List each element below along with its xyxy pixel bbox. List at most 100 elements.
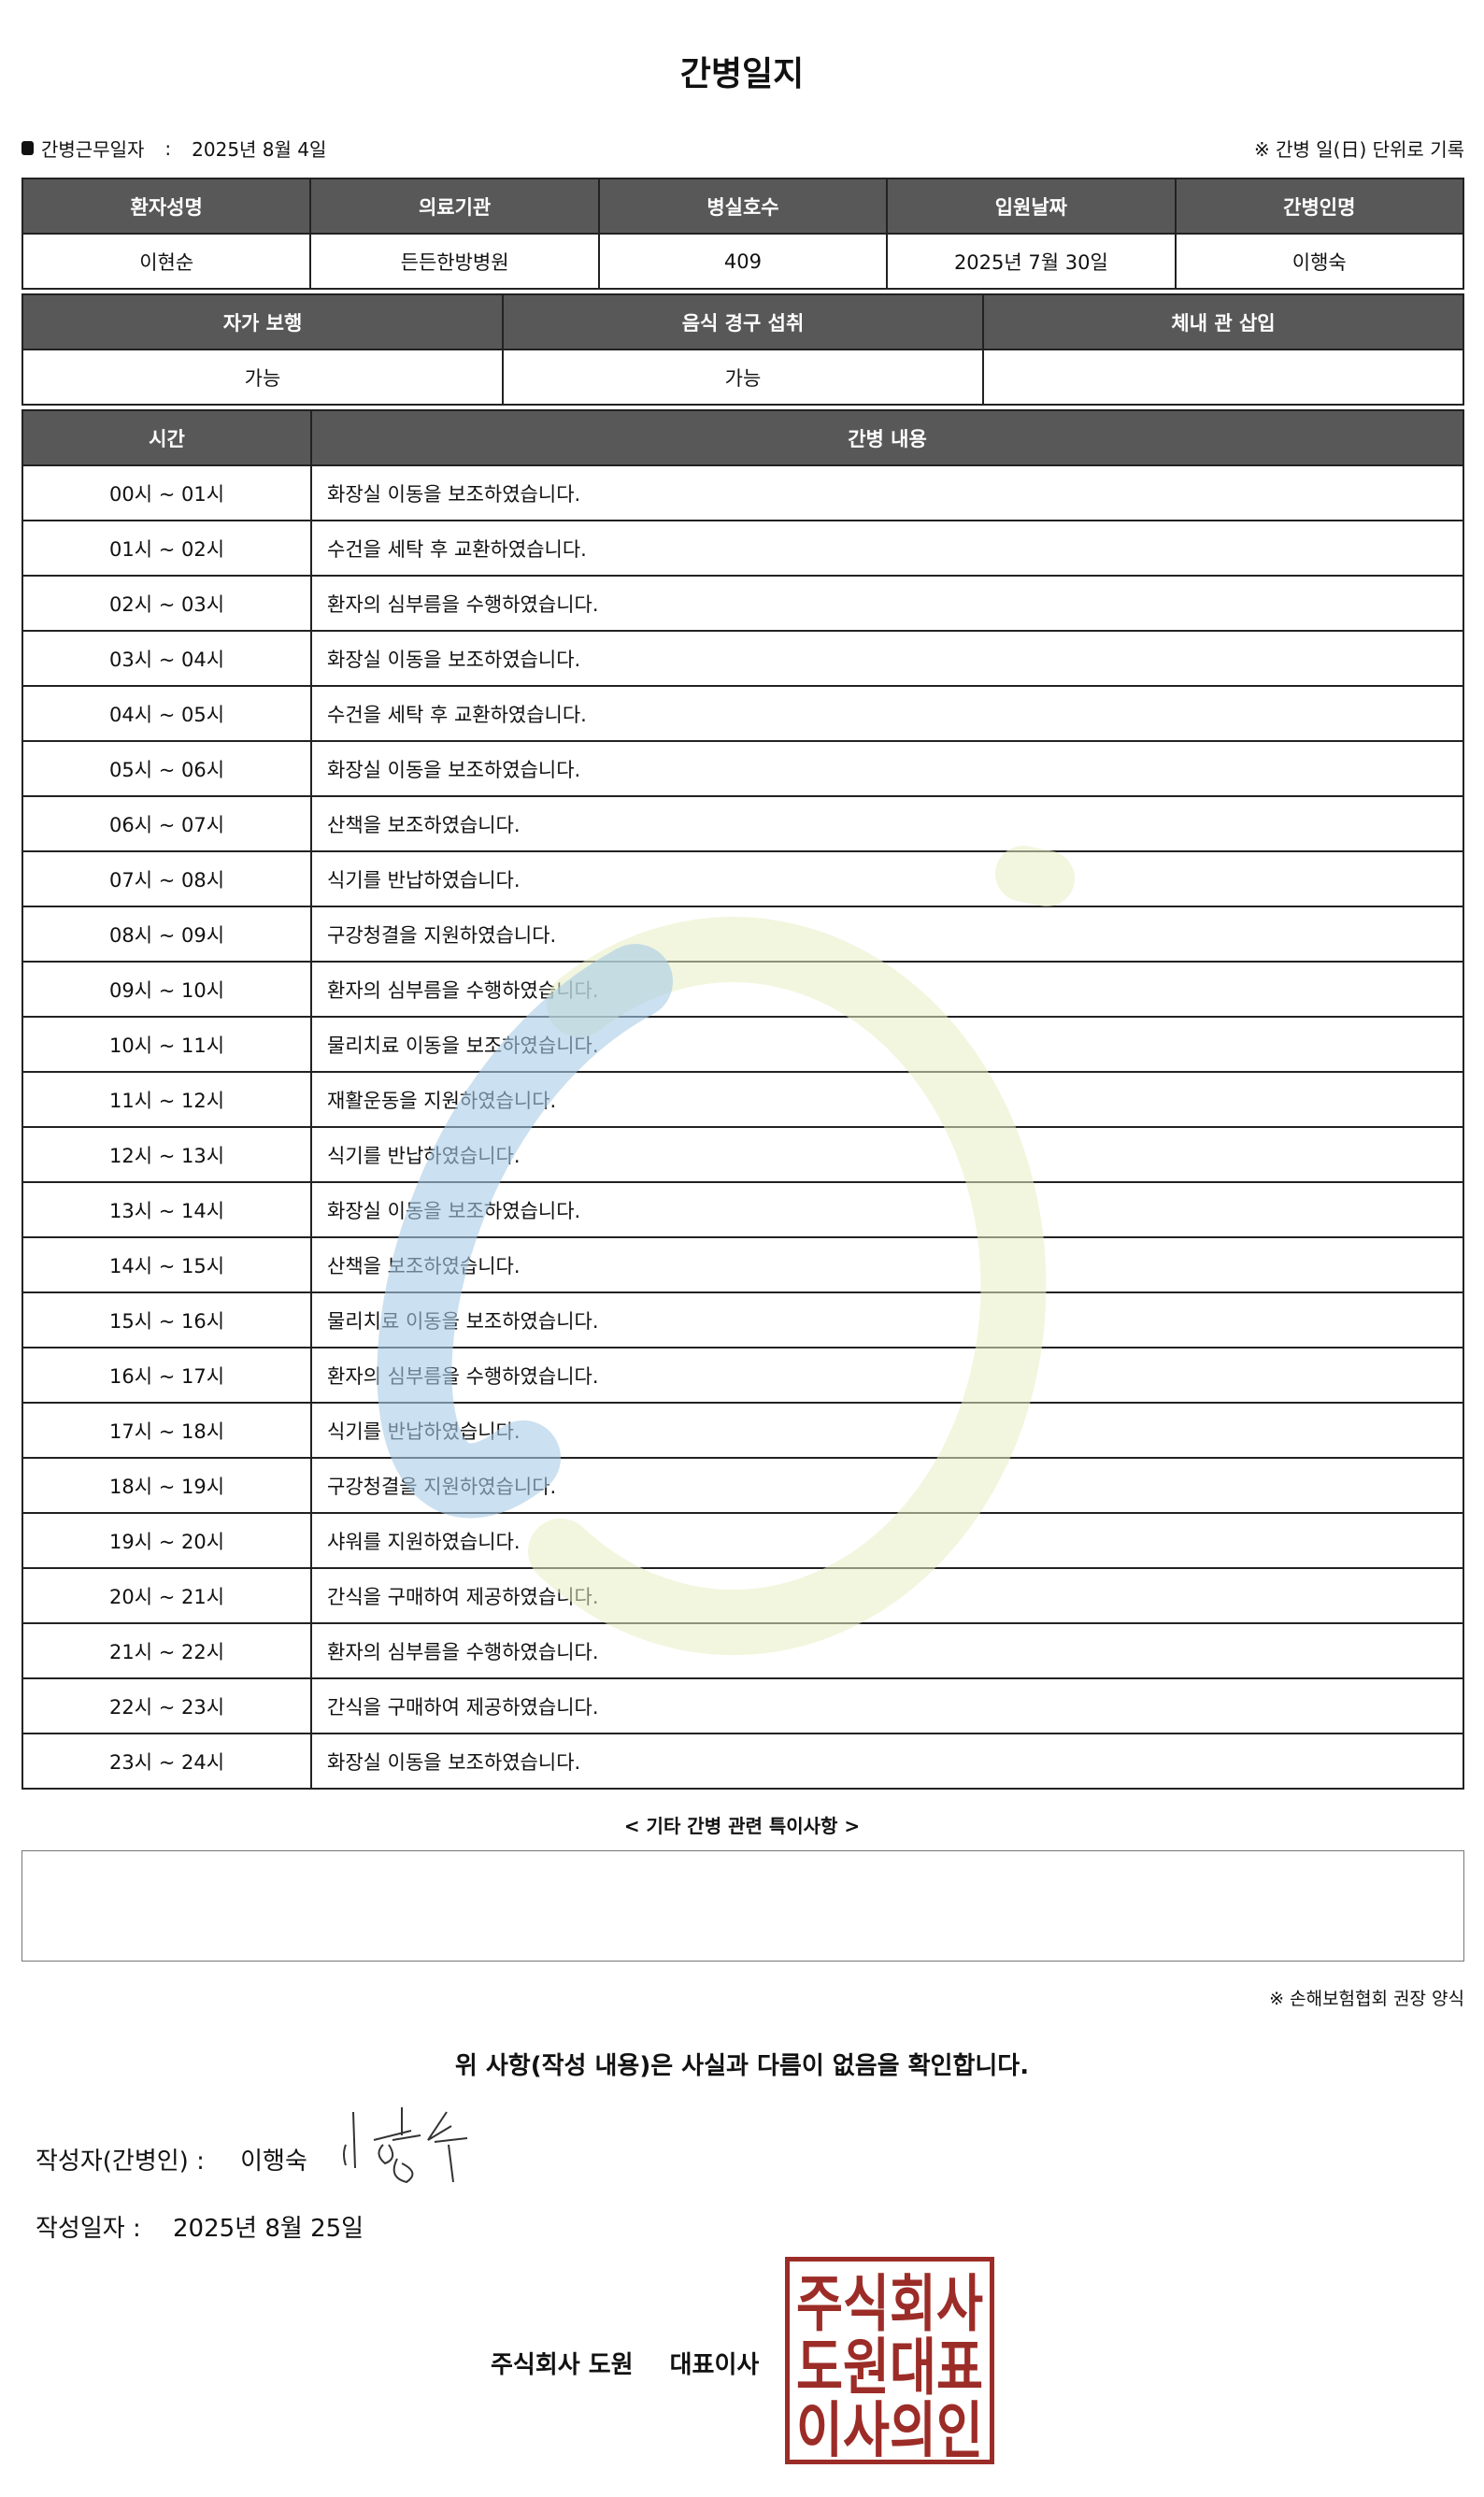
company-seal-stamp: 주식회사 도원대표 이사의인 <box>785 2257 994 2464</box>
log-row: 10시 ~ 11시 물리치료 이동을 보조하였습니다. <box>21 1016 1464 1073</box>
svg-text:이사의인: 이사의인 <box>796 2395 983 2457</box>
log-content: 환자의 심부름을 수행하였습니다. <box>310 1347 1464 1404</box>
log-content: 식기를 반납하였습니다. <box>310 850 1464 907</box>
remarks-box <box>21 1850 1464 1962</box>
header-tube: 체내 관 삽입 <box>982 293 1464 350</box>
log-row: 14시 ~ 15시 산책을 보조하였습니다. <box>21 1236 1464 1293</box>
log-time: 23시 ~ 24시 <box>21 1733 312 1790</box>
log-content: 물리치료 이동을 보조하였습니다. <box>310 1291 1464 1348</box>
log-row: 00시 ~ 01시 화장실 이동을 보조하였습니다. <box>21 464 1464 521</box>
log-time: 22시 ~ 23시 <box>21 1677 312 1734</box>
hospital: 든든한방병원 <box>309 233 600 290</box>
company-role: 대표이사 <box>669 2351 760 2379</box>
log-time: 05시 ~ 06시 <box>21 740 312 797</box>
log-content: 구강청결을 지원하였습니다. <box>310 906 1464 963</box>
log-time: 09시 ~ 10시 <box>21 961 312 1018</box>
log-content: 화장실 이동을 보조하였습니다. <box>310 630 1464 687</box>
log-row: 02시 ~ 03시 환자의 심부름을 수행하였습니다. <box>21 575 1464 632</box>
writer-name: 이행숙 <box>240 2147 307 2176</box>
log-time: 15시 ~ 16시 <box>21 1291 312 1348</box>
log-content: 산책을 보조하였습니다. <box>310 795 1464 852</box>
header-admission-date: 입원날짜 <box>886 178 1177 235</box>
log-row: 13시 ~ 14시 화장실 이동을 보조하였습니다. <box>21 1181 1464 1238</box>
log-row: 17시 ~ 18시 식기를 반납하였습니다. <box>21 1402 1464 1459</box>
header-care-content: 간병 내용 <box>310 409 1464 466</box>
log-row: 22시 ~ 23시 간식을 구매하여 제공하였습니다. <box>21 1677 1464 1734</box>
log-time: 03시 ~ 04시 <box>21 630 312 687</box>
log-row: 08시 ~ 09시 구강청결을 지원하였습니다. <box>21 906 1464 963</box>
care-log-table: 시간 간병 내용 00시 ~ 01시 화장실 이동을 보조하였습니다. 01시 ~ … <box>21 409 1464 1790</box>
form-source-note: ※ 손해보험협회 권장 양식 <box>1269 1989 1464 2009</box>
log-content: 물리치료 이동을 보조하였습니다. <box>310 1016 1464 1073</box>
log-time: 12시 ~ 13시 <box>21 1126 312 1183</box>
log-row: 23시 ~ 24시 화장실 이동을 보조하였습니다. <box>21 1733 1464 1790</box>
log-content: 환자의 심부름을 수행하였습니다. <box>310 1622 1464 1679</box>
log-time: 20시 ~ 21시 <box>21 1567 312 1624</box>
log-row: 20시 ~ 21시 간식을 구매하여 제공하였습니다. <box>21 1567 1464 1624</box>
daily-record-note: ※ 간병 일(日) 단위로 기록 <box>1254 138 1464 161</box>
log-row: 21시 ~ 22시 환자의 심부름을 수행하였습니다. <box>21 1622 1464 1679</box>
log-time: 14시 ~ 15시 <box>21 1236 312 1293</box>
written-date-label: 작성일자 : <box>36 2215 141 2243</box>
log-row: 04시 ~ 05시 수건을 세탁 후 교환하였습니다. <box>21 685 1464 742</box>
admission-date: 2025년 7월 30일 <box>886 233 1177 290</box>
patient-name: 이현순 <box>21 233 312 290</box>
log-content: 간식을 구매하여 제공하였습니다. <box>310 1677 1464 1734</box>
caregiver-name: 이행숙 <box>1174 233 1465 290</box>
log-time: 04시 ~ 05시 <box>21 685 312 742</box>
log-row: 12시 ~ 13시 식기를 반납하였습니다. <box>21 1126 1464 1183</box>
log-row: 09시 ~ 10시 환자의 심부름을 수행하였습니다. <box>21 961 1464 1018</box>
log-content: 수건을 세탁 후 교환하였습니다. <box>310 685 1464 742</box>
log-time: 02시 ~ 03시 <box>21 575 312 632</box>
log-time: 17시 ~ 18시 <box>21 1402 312 1459</box>
log-content: 식기를 반납하였습니다. <box>310 1126 1464 1183</box>
seal-graphic: 주식회사 도원대표 이사의인 <box>796 2268 983 2457</box>
log-time: 21시 ~ 22시 <box>21 1622 312 1679</box>
square-bullet-icon <box>21 141 34 155</box>
log-content: 수건을 세탁 후 교환하였습니다. <box>310 520 1464 577</box>
writer-line: 작성자(간병인) : 이행숙 <box>36 2142 335 2176</box>
log-row: 03시 ~ 04시 화장실 이동을 보조하였습니다. <box>21 630 1464 687</box>
log-time: 01시 ~ 02시 <box>21 520 312 577</box>
header-hospital: 의료기관 <box>309 178 600 235</box>
log-row: 16시 ~ 17시 환자의 심부름을 수행하였습니다. <box>21 1347 1464 1404</box>
log-content: 간식을 구매하여 제공하였습니다. <box>310 1567 1464 1624</box>
log-row: 11시 ~ 12시 재활운동을 지원하였습니다. <box>21 1071 1464 1128</box>
walking-value: 가능 <box>21 349 504 406</box>
log-time: 13시 ~ 14시 <box>21 1181 312 1238</box>
log-time: 00시 ~ 01시 <box>21 464 312 521</box>
header-caregiver: 간병인명 <box>1174 178 1465 235</box>
log-content: 화장실 이동을 보조하였습니다. <box>310 740 1464 797</box>
log-content: 샤워를 지원하였습니다. <box>310 1512 1464 1569</box>
written-date-line: 작성일자 : 2025년 8월 25일 <box>36 2209 388 2244</box>
log-content: 식기를 반납하였습니다. <box>310 1402 1464 1459</box>
log-row: 05시 ~ 06시 화장실 이동을 보조하였습니다. <box>21 740 1464 797</box>
remarks-title: < 기타 간병 관련 특이사항 > <box>623 1815 861 1837</box>
patient-info-table: 환자성명 의료기관 병실호수 입원날짜 간병인명 이현순 든든한방병원 409 … <box>21 178 1465 290</box>
care-date-info: 간병근무일자 : 2025년 8월 4일 <box>21 135 326 162</box>
log-time: 06시 ~ 07시 <box>21 795 312 852</box>
writer-label: 작성자(간병인) : <box>36 2147 205 2176</box>
log-row: 06시 ~ 07시 산책을 보조하였습니다. <box>21 795 1464 852</box>
log-content: 환자의 심부름을 수행하였습니다. <box>310 961 1464 1018</box>
log-time: 07시 ~ 08시 <box>21 850 312 907</box>
header-room: 병실호수 <box>597 178 889 235</box>
page-title: 간병일지 <box>679 55 805 93</box>
log-row: 01시 ~ 02시 수건을 세탁 후 교환하였습니다. <box>21 520 1464 577</box>
log-time: 18시 ~ 19시 <box>21 1457 312 1514</box>
header-patient-name: 환자성명 <box>21 178 312 235</box>
log-time: 11시 ~ 12시 <box>21 1071 312 1128</box>
log-row: 07시 ~ 08시 식기를 반납하였습니다. <box>21 850 1464 907</box>
care-date-sep: : <box>164 136 172 160</box>
signature-image <box>343 2107 468 2184</box>
care-date-label: 간병근무일자 <box>41 138 145 161</box>
svg-text:도원대표: 도원대표 <box>796 2332 983 2404</box>
log-content: 재활운동을 지원하였습니다. <box>310 1071 1464 1128</box>
log-time: 08시 ~ 09시 <box>21 906 312 963</box>
header-time: 시간 <box>21 409 312 466</box>
company-line: 주식회사 도원 대표이사 <box>491 2346 787 2380</box>
log-content: 화장실 이동을 보조하였습니다. <box>310 1181 1464 1238</box>
log-time: 19시 ~ 20시 <box>21 1512 312 1569</box>
company-name: 주식회사 도원 <box>491 2351 634 2379</box>
oral-intake-value: 가능 <box>502 349 984 406</box>
